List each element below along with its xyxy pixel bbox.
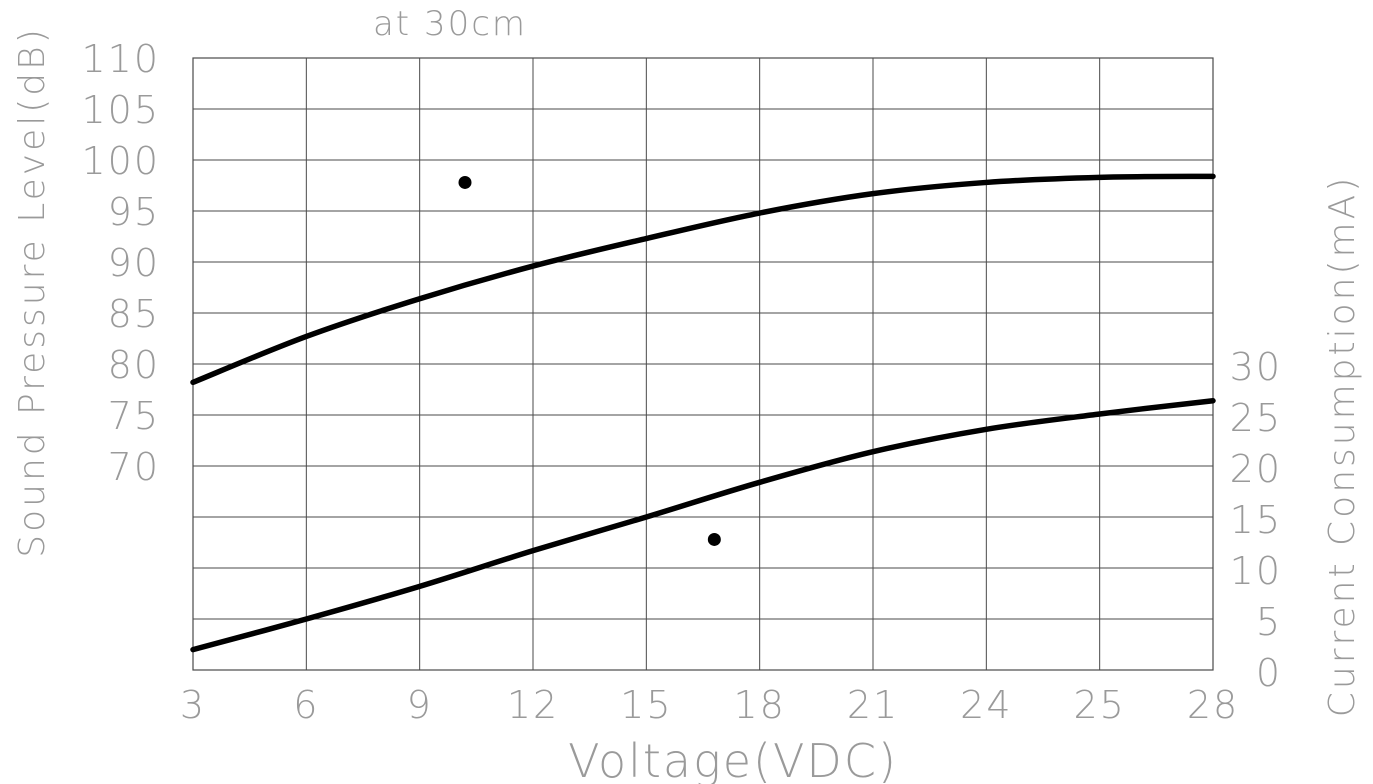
x-tick-labels: 3 6 9 12 15 18 21 24 25 28 [180,683,1239,727]
y-right-tick-label: 5 [1256,600,1282,644]
x-tick-label: 25 [1073,683,1125,727]
lower-dot [707,532,721,546]
marker-group [458,175,721,546]
y-left-tick-labels: 110 105 100 95 90 85 80 75 70 [81,37,160,489]
y-left-tick-label: 105 [81,88,160,132]
x-tick-label: 6 [293,683,319,727]
y-right-tick-label: 25 [1230,396,1282,440]
x-tick-label: 28 [1187,683,1239,727]
spl-curve [190,173,1216,386]
y-left-axis-title: Sound Pressure Level(dB) [12,26,53,558]
y-right-axis-title: Current Consumption(mA) [1322,175,1363,718]
x-tick-label: 21 [847,683,899,727]
current-curve [190,397,1216,653]
y-right-tick-label: 10 [1230,549,1282,593]
x-tick-label: 18 [733,683,785,727]
chart-title: at 30cm [373,4,527,44]
x-tick-label: 24 [960,683,1012,727]
upper-dot [458,175,472,189]
y-right-tick-label: 0 [1256,651,1282,695]
x-tick-label: 3 [180,683,206,727]
y-left-tick-label: 95 [108,190,160,234]
x-tick-label: 15 [620,683,672,727]
y-right-tick-label: 15 [1230,498,1282,542]
y-left-tick-label: 100 [81,139,160,183]
x-tick-label: 9 [407,683,433,727]
y-left-tick-label: 75 [108,394,160,438]
x-tick-label: 12 [507,683,559,727]
y-right-tick-label: 30 [1230,345,1282,389]
y-right-tick-labels: 30 25 20 15 10 5 0 [1230,345,1282,695]
y-left-tick-label: 90 [108,241,160,285]
y-left-tick-label: 85 [108,292,160,336]
plot-frame [192,57,1214,671]
grid [193,58,1213,670]
y-left-tick-label: 110 [81,37,160,81]
x-axis-title: Voltage(VDC) [568,734,898,784]
series-group [190,173,1216,653]
y-right-tick-label: 20 [1230,447,1282,491]
y-left-tick-label: 70 [108,445,160,489]
y-left-tick-label: 80 [108,343,160,387]
